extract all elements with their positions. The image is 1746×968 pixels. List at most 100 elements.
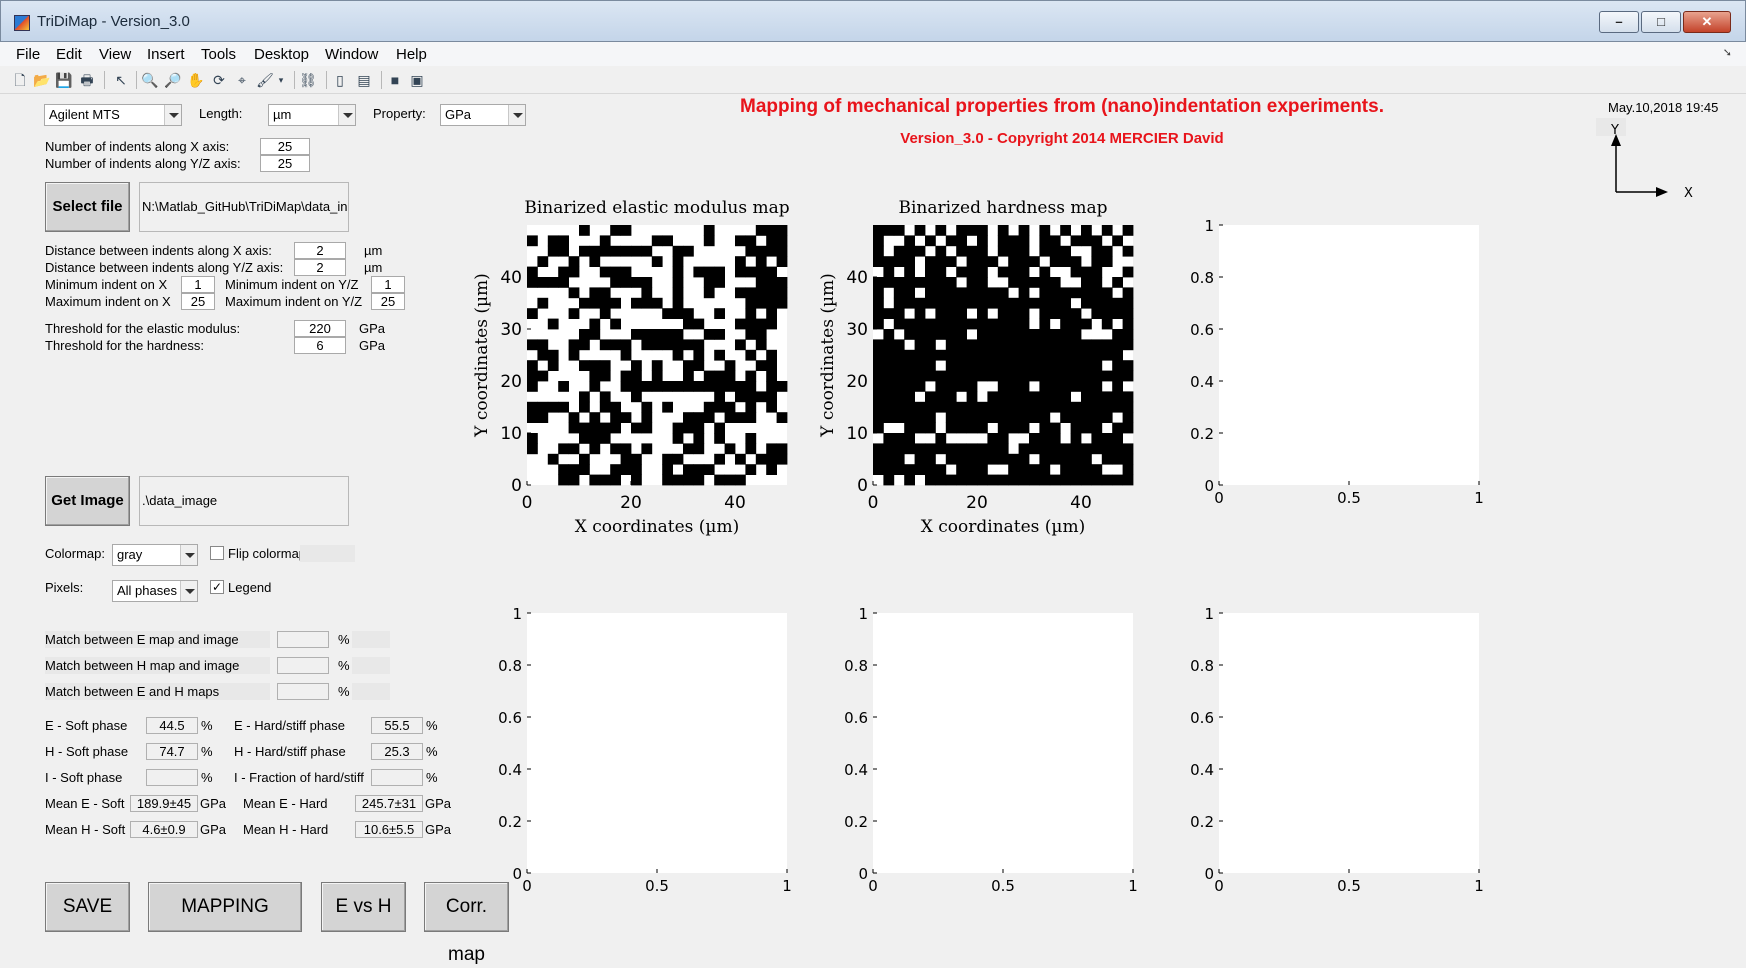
heatmap-cell: [966, 349, 978, 361]
rotate-icon[interactable]: ⟳: [213, 72, 225, 88]
miny-input[interactable]: 1: [371, 276, 405, 293]
threshold-h-input[interactable]: 6: [294, 337, 346, 354]
menu-file[interactable]: File: [16, 46, 41, 63]
brush-dropdown-icon[interactable]: ▾: [278, 75, 284, 85]
length-unit-dropdown[interactable]: µm: [268, 104, 356, 126]
heatmap-cell: [987, 329, 999, 340]
x-tick-label: 1: [782, 877, 792, 895]
brush-icon[interactable]: 🖌: [256, 72, 274, 88]
corr-map-button[interactable]: Corr. map: [424, 882, 509, 965]
dock-arrow-icon[interactable]: ➘: [1722, 47, 1732, 59]
heatmap-cell: [1008, 266, 1019, 278]
heatmap-cell: [987, 339, 999, 351]
heatmap-cell: [755, 391, 767, 403]
y-tick-label: 0.4: [844, 761, 868, 779]
minimize-icon: –: [1615, 14, 1623, 29]
heatmap-cell: [766, 401, 777, 413]
legend-checkbox[interactable]: ✓: [210, 580, 224, 594]
menu-window[interactable]: Window: [325, 46, 379, 63]
dy-input[interactable]: 2: [294, 259, 346, 276]
pixels-dropdown[interactable]: All phases: [112, 580, 198, 602]
image-path-field[interactable]: .\data_image: [139, 476, 349, 526]
heatmap-cell: [966, 318, 978, 330]
save-icon[interactable]: 💾: [55, 72, 73, 88]
heatmap-cell: [925, 297, 936, 309]
heatmap-cell: [1091, 287, 1103, 299]
menu-desktop[interactable]: Desktop: [254, 46, 310, 63]
match-h-image-value: [277, 657, 329, 674]
zoom-in-icon[interactable]: 🔍: [141, 72, 159, 88]
heatmap-cell: [1060, 381, 1071, 392]
heatmap-cell: [1081, 297, 1092, 309]
link-icon[interactable]: ⛓: [299, 72, 317, 88]
mapping-button[interactable]: MAPPING: [148, 882, 302, 932]
show-icon[interactable]: ▣: [410, 72, 424, 88]
file-path-field[interactable]: N:\Matlab_GitHub\TriDiMap\data_in: [139, 182, 349, 232]
heatmap-cell: [1122, 401, 1134, 413]
maxy-input[interactable]: 25: [371, 293, 405, 310]
data-cursor-icon[interactable]: ⌖: [238, 72, 246, 88]
open-folder-icon[interactable]: 📂: [33, 72, 51, 88]
heatmap-cell: [693, 474, 705, 486]
heatmap-cell: [873, 308, 884, 319]
heatmap-cell: [745, 308, 757, 319]
menu-help[interactable]: Help: [396, 46, 427, 63]
e-soft-label: E - Soft phase: [45, 718, 128, 733]
e-vs-h-button[interactable]: E vs H: [321, 882, 406, 932]
heatmap-cell: [1091, 464, 1103, 475]
zoom-out-icon[interactable]: 🔎: [164, 72, 182, 88]
heatmap-cell: [966, 256, 978, 267]
heatmap-cell: [724, 401, 736, 413]
x-tick-label: 0: [1214, 877, 1224, 895]
heatmap-cell: [1018, 412, 1030, 423]
heatmap-cell: [641, 422, 653, 434]
nx-input[interactable]: 25: [260, 138, 310, 155]
y-tick-label: 0: [512, 865, 522, 883]
new-file-icon[interactable]: 🗋: [14, 72, 26, 88]
heatmap-cell: [755, 453, 767, 465]
colormap-dropdown[interactable]: gray: [112, 544, 198, 566]
select-file-button[interactable]: Select file: [45, 182, 130, 232]
heatmap-cell: [977, 256, 988, 267]
menu-edit[interactable]: Edit: [56, 46, 82, 63]
heatmap-cell: [1081, 474, 1092, 486]
heatmap-cell: [589, 370, 601, 382]
heatmap-cell: [1018, 339, 1030, 351]
heatmap-cell: [745, 329, 757, 340]
heatmap-cell: [893, 370, 905, 382]
minx-input[interactable]: 1: [181, 276, 215, 293]
heatmap-cell: [873, 443, 884, 455]
flip-colormap-checkbox[interactable]: [210, 546, 224, 560]
instrument-dropdown[interactable]: Agilent MTS: [44, 104, 182, 126]
heatmap-cell: [1091, 360, 1103, 371]
heatmap-cell: [693, 422, 705, 434]
colorbar-icon[interactable]: ▯: [336, 72, 344, 88]
menu-tools[interactable]: Tools: [201, 46, 237, 63]
property-unit-dropdown[interactable]: GPa: [440, 104, 526, 126]
heatmap-cell: [977, 266, 988, 278]
maximize-button[interactable]: □: [1641, 11, 1681, 33]
heatmap-cell: [956, 287, 967, 299]
heatmap-cell: [1091, 235, 1103, 247]
save-button[interactable]: SAVE: [45, 882, 130, 932]
threshold-e-input[interactable]: 220: [294, 320, 346, 337]
heatmap-cell: [568, 474, 580, 486]
heatmap-cell: [1008, 381, 1019, 392]
maxx-label: Maximum indent on X: [45, 294, 171, 309]
hide-icon[interactable]: ■: [390, 72, 400, 88]
pan-icon[interactable]: ✋: [187, 72, 205, 88]
get-image-button[interactable]: Get Image: [45, 476, 130, 526]
minimize-button[interactable]: –: [1599, 11, 1639, 33]
close-button[interactable]: ✕: [1683, 11, 1731, 33]
menu-view[interactable]: View: [99, 46, 132, 63]
menu-insert[interactable]: Insert: [147, 46, 185, 63]
pointer-icon[interactable]: ↖: [115, 72, 127, 88]
threshold-e-unit: GPa: [359, 321, 386, 336]
legend-icon[interactable]: ▤: [357, 72, 371, 88]
x-tick-label: 1: [1128, 877, 1138, 895]
print-icon[interactable]: 🖶: [80, 72, 94, 88]
maxx-input[interactable]: 25: [181, 293, 215, 310]
ny-input[interactable]: 25: [260, 155, 310, 172]
heatmap-cell: [693, 443, 705, 455]
dx-input[interactable]: 2: [294, 242, 346, 259]
